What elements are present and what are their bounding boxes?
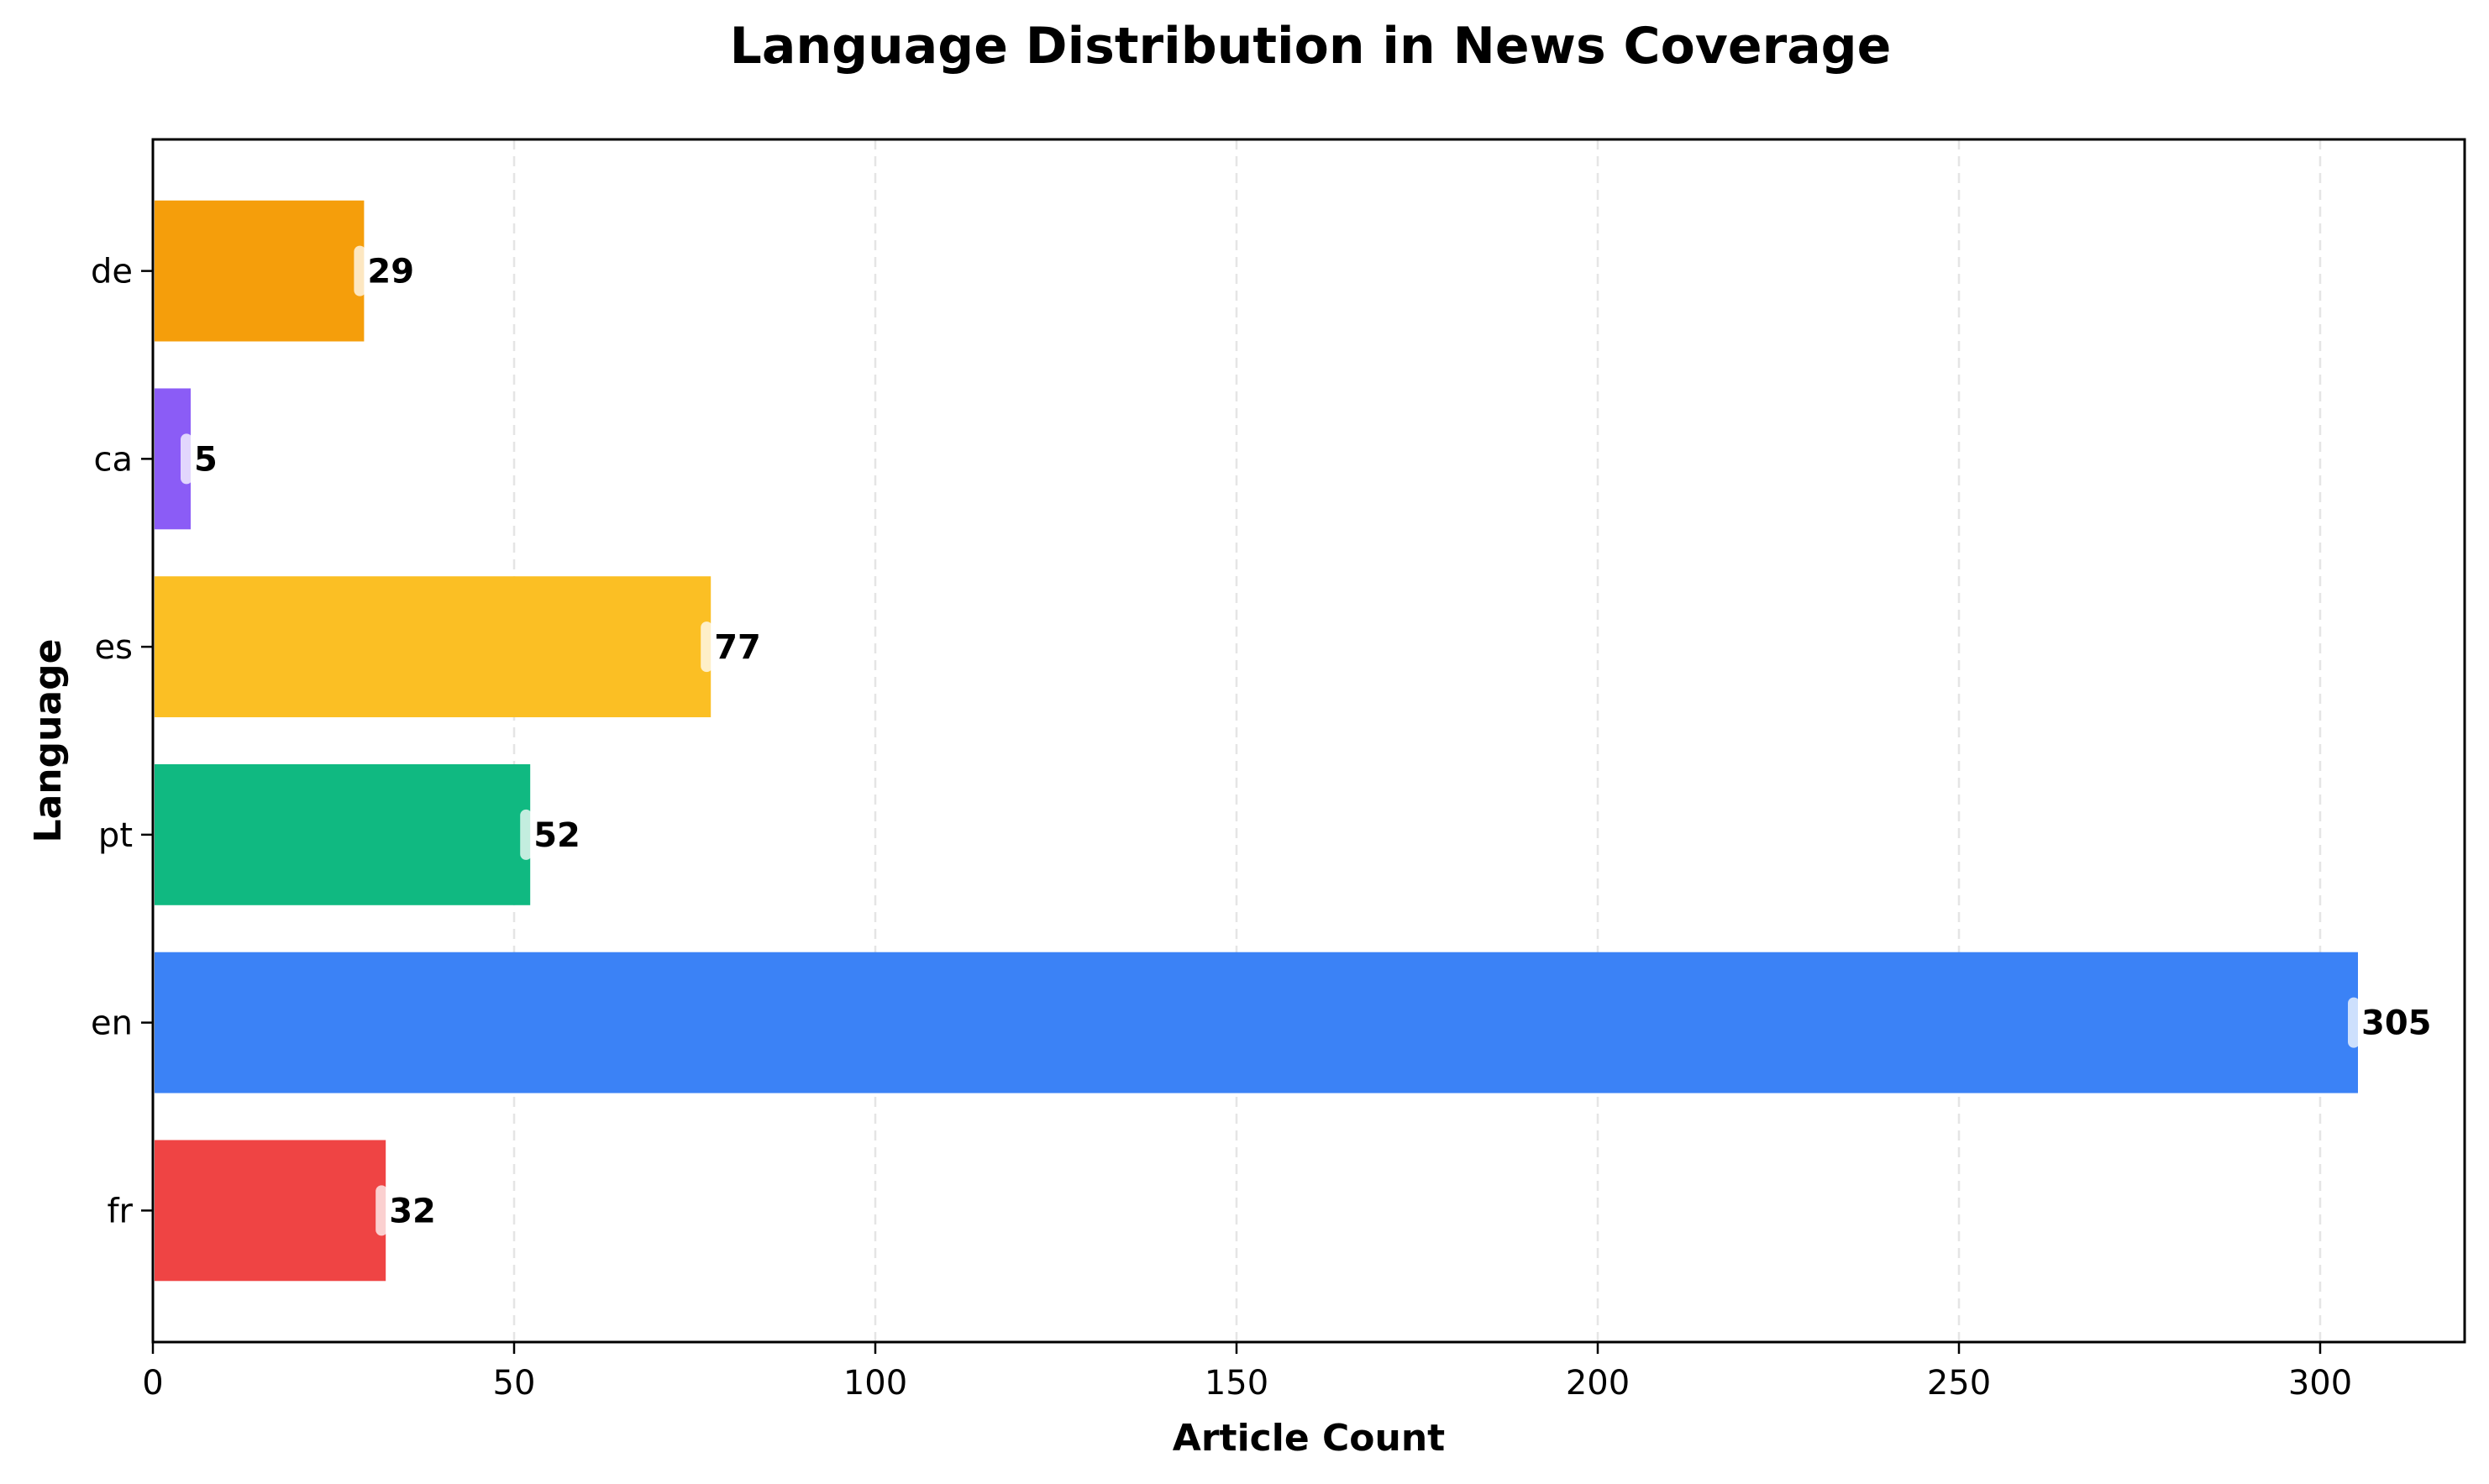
value-label-ca: 5 — [194, 440, 218, 479]
y-tick-label-pt: pt — [98, 816, 133, 855]
bar-fr — [155, 1140, 386, 1282]
x-tick-label: 100 — [843, 1364, 907, 1403]
value-label-de: 29 — [367, 253, 414, 291]
y-tick-label-fr: fr — [107, 1192, 133, 1230]
y-axis-ticks: fr en pt es ca de — [91, 253, 153, 1230]
x-axis-ticks: 0 50 100 150 200 250 300 — [142, 1342, 2352, 1403]
bars: 32 305 52 77 5 29 — [155, 200, 2432, 1282]
bar-en — [155, 952, 2358, 1093]
value-label-bg — [375, 1185, 388, 1236]
bar-de — [155, 200, 365, 342]
value-label-es: 77 — [714, 628, 761, 667]
x-tick-label: 200 — [1566, 1364, 1630, 1403]
bar-es — [155, 576, 712, 718]
x-tick-label: 0 — [142, 1364, 163, 1403]
x-gridlines — [512, 139, 2322, 1342]
y-tick-label-ca: ca — [93, 440, 133, 479]
x-axis-label: Article Count — [1173, 1417, 1445, 1460]
y-axis-label: Language — [27, 639, 70, 843]
value-label-fr: 32 — [389, 1192, 436, 1230]
x-tick-label: 300 — [2288, 1364, 2352, 1403]
x-tick-label: 150 — [1205, 1364, 1268, 1403]
plot-frame — [151, 138, 2466, 1344]
y-tick-label-es: es — [95, 628, 133, 667]
value-label-bg — [2348, 997, 2360, 1048]
value-label-bg — [701, 621, 713, 673]
value-label-en: 305 — [2361, 1004, 2432, 1043]
y-tick-label-de: de — [91, 253, 133, 291]
y-tick-label-en: en — [91, 1004, 133, 1043]
chart-title: Language Distribution in News Coverage — [730, 17, 1892, 76]
x-tick-label: 50 — [493, 1364, 536, 1403]
value-label-bg — [520, 809, 533, 860]
bar-pt — [155, 763, 531, 905]
value-label-pt: 52 — [533, 816, 580, 855]
value-label-bg — [354, 245, 366, 296]
value-label-bg — [181, 433, 192, 485]
x-tick-label: 250 — [1927, 1364, 1991, 1403]
